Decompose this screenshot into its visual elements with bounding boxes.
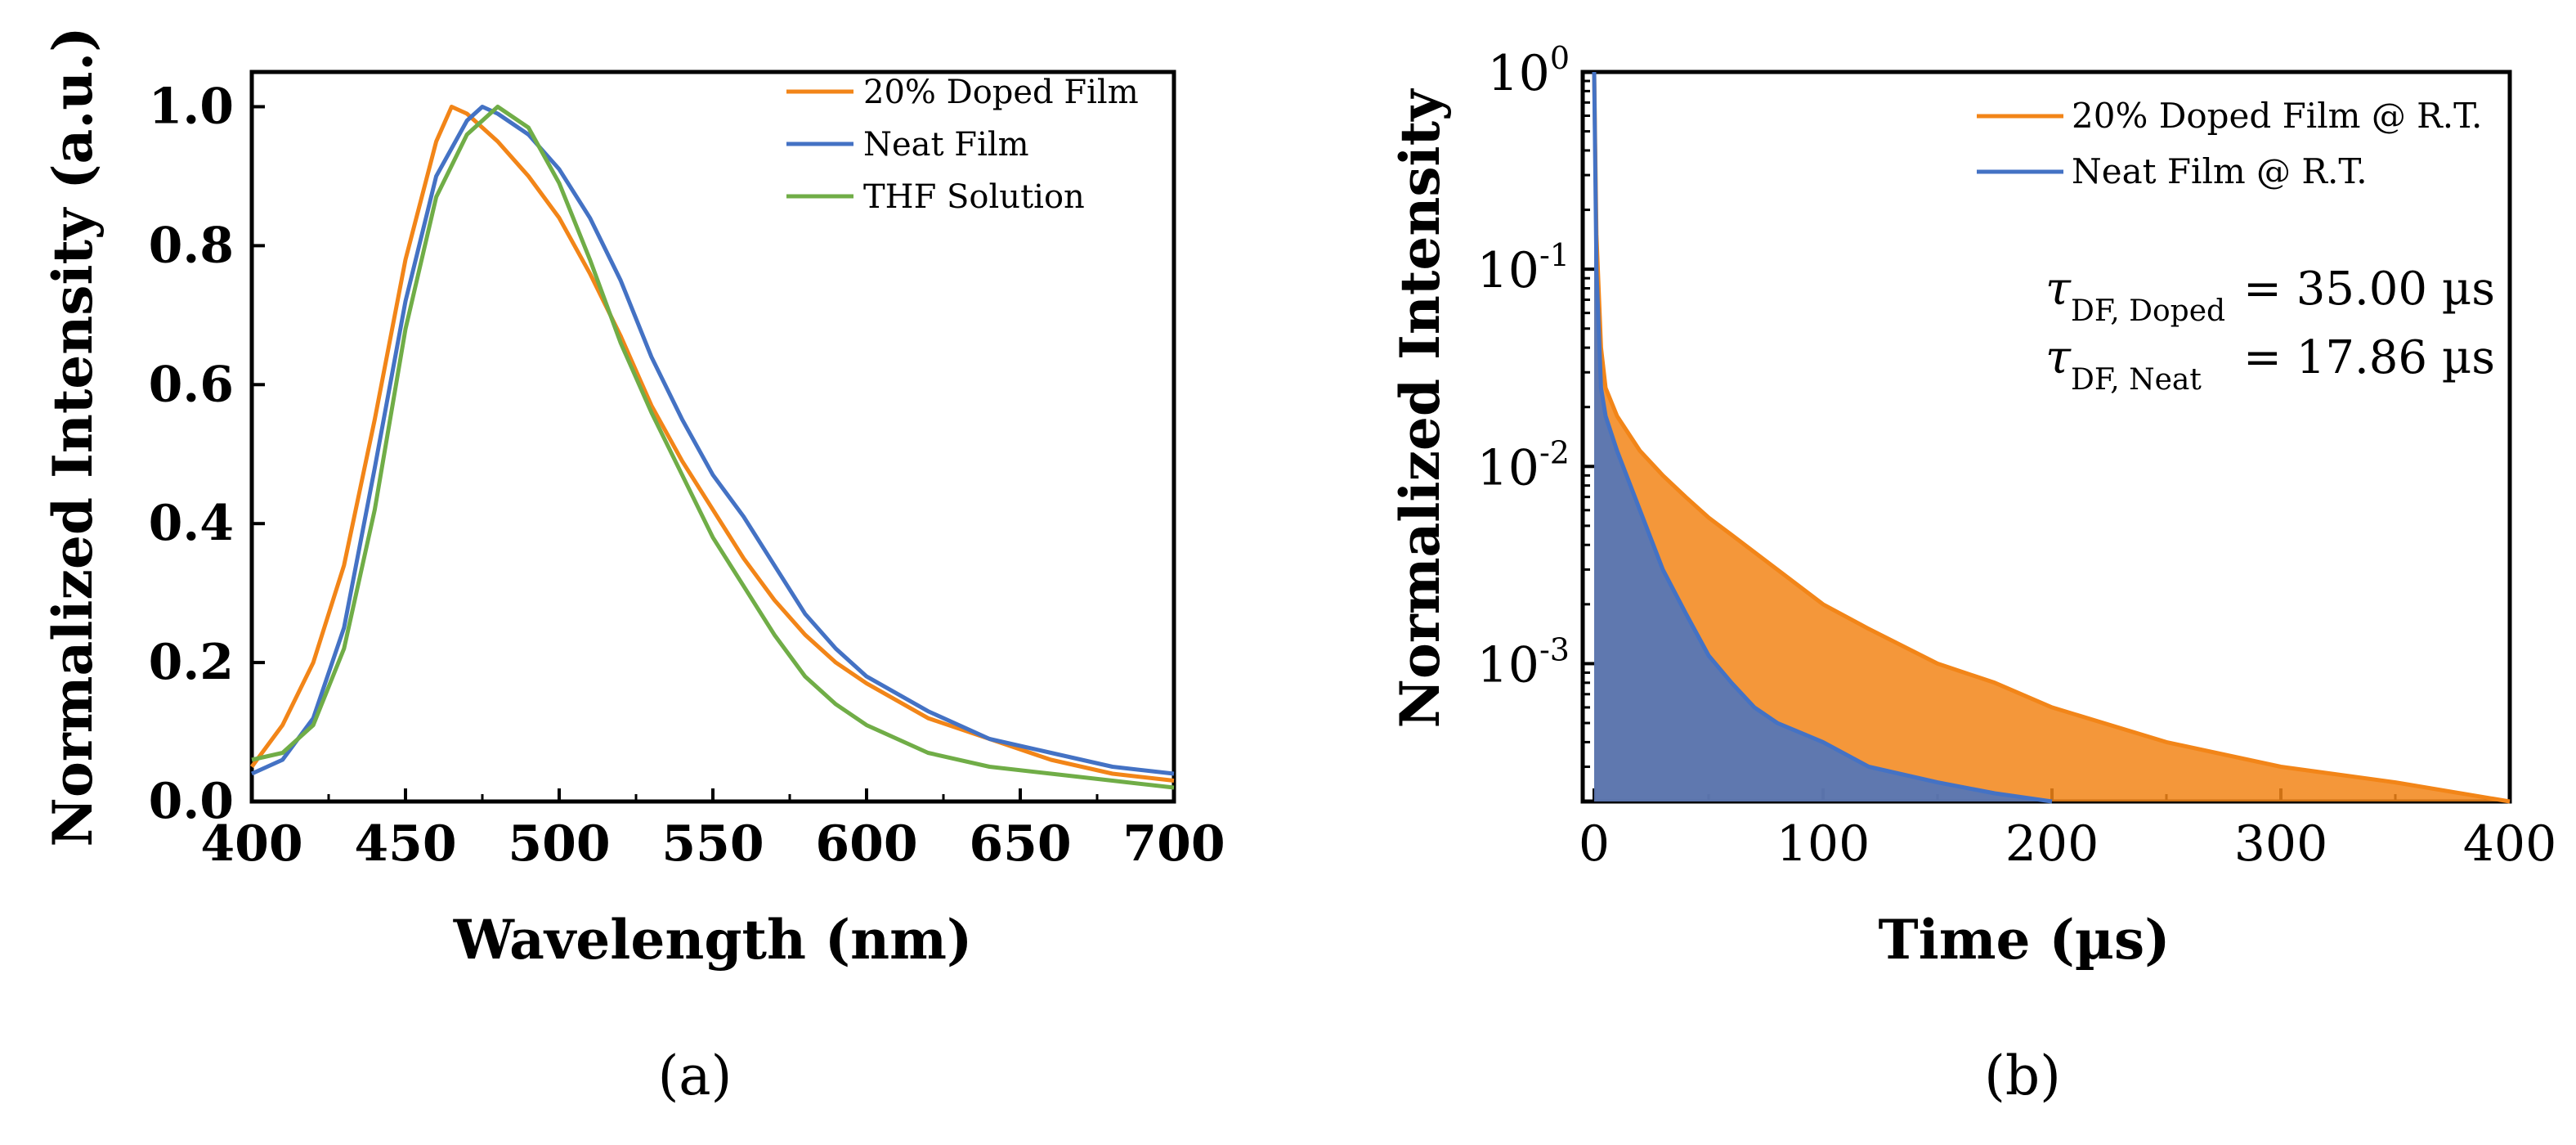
panel-b-series-area-2 [1594,72,2052,802]
panel-b-legend-label: Neat Film @ R.T. [2072,151,2368,191]
panel-a-y-tick-label: 0.4 [149,495,234,552]
panel-b-chart: 0 100 200 300 400 10-3 10-2 10-1 100 20% Doped … [1388,40,2556,1107]
panel-a-y-tick-label: 1.0 [149,78,234,135]
panel-b-legend-label: 20% Doped Film @ R.T. [2072,96,2482,136]
panel-b-series-line-1 [1592,71,2511,804]
panel-a-x-tick-label: 550 [661,815,764,873]
panel-a-y-tick-label: 0.0 [149,773,234,830]
panel-b-x-tick-label: 400 [2463,815,2557,873]
panel-a-y-tick-label: 0.2 [149,634,234,691]
panel-a-x-tick-label: 600 [815,815,917,873]
panel-b-series [1592,71,2511,804]
panel-b-y-tick-label: 10-2 [1477,434,1570,496]
panel-b-caption: (b) [1984,1044,2061,1107]
panel-b-x-tick-label: 100 [1776,815,1870,873]
panel-b-x-tick-label: 200 [2005,815,2099,873]
panel-b-lifetime-value: = 35.00 µs [2243,263,2495,316]
panel-b-lifetime-annotation: τDF, Neat [2045,331,2202,397]
panel-a-series-line-1 [249,105,1175,783]
panel-a-x-ticks: 400 450 500 550 600 650 700 [200,788,1225,873]
panel-a-series-line-3 [251,105,1175,790]
panel-a-legend: 20% Doped Film Neat Film THF Solution [786,74,1139,216]
panel-a-y-axis-label: Normalized Intensity (a.u.) [41,27,105,847]
panel-b-x-tick-label: 0 [1579,815,1610,873]
panel-b-y-tick-label: 10-3 [1477,631,1570,694]
panel-a-y-tick-label: 0.6 [149,356,234,413]
panel-b-x-tick-label: 300 [2234,815,2328,873]
panel-a-y-tick-label: 0.8 [149,217,234,274]
panel-a-x-axis-label: Wavelength (nm) [453,908,972,972]
panel-a-series-line-2 [250,105,1175,776]
panel-b-y-axis-label: Normalized Intensity [1388,88,1452,729]
panel-a-series [249,105,1175,790]
panel-a-chart: 400 450 500 550 600 650 700 0.0 0.2 0.4 0.6 0.8 1.0… [41,27,1225,1108]
panel-a-x-tick-label: 650 [969,815,1071,873]
panel-b-y-ticks: 10-3 10-2 10-1 100 [1477,40,1596,803]
panel-a-legend-label: 20% Doped Film [863,74,1139,111]
panel-b-lifetime-annotation: τDF, Doped [2045,263,2225,328]
panel-a-x-tick-label: 450 [354,815,456,873]
panel-a-legend-label: Neat Film [863,126,1029,164]
panel-b-series-line-2 [1592,71,2053,804]
panel-b-lifetime-value: = 17.86 µs [2243,331,2495,384]
panel-b-y-tick-label: 100 [1487,40,1570,102]
panel-b-series-area-1 [1594,72,2510,802]
panel-a-x-tick-label: 500 [508,815,610,873]
panel-a-x-tick-label: 400 [200,815,302,873]
panel-a-caption: (a) [658,1044,732,1107]
panel-b-legend: 20% Doped Film @ R.T. Neat Film @ R.T. [1977,96,2482,191]
panel-a-y-ticks: 0.0 0.2 0.4 0.6 0.8 1.0 [149,78,265,830]
panel-b-y-tick-label: 10-1 [1477,237,1570,299]
panel-b-x-ticks: 0 100 200 300 400 [1579,788,2556,873]
panel-a-legend-label: THF Solution [863,178,1085,216]
panel-a-x-tick-label: 700 [1122,815,1225,873]
panel-b-x-axis-label: Time (µs) [1879,908,2171,972]
panel-b-annotations: τDF, Doped = 35.00 µs τDF, Neat = 17.86 µs [2045,263,2495,397]
